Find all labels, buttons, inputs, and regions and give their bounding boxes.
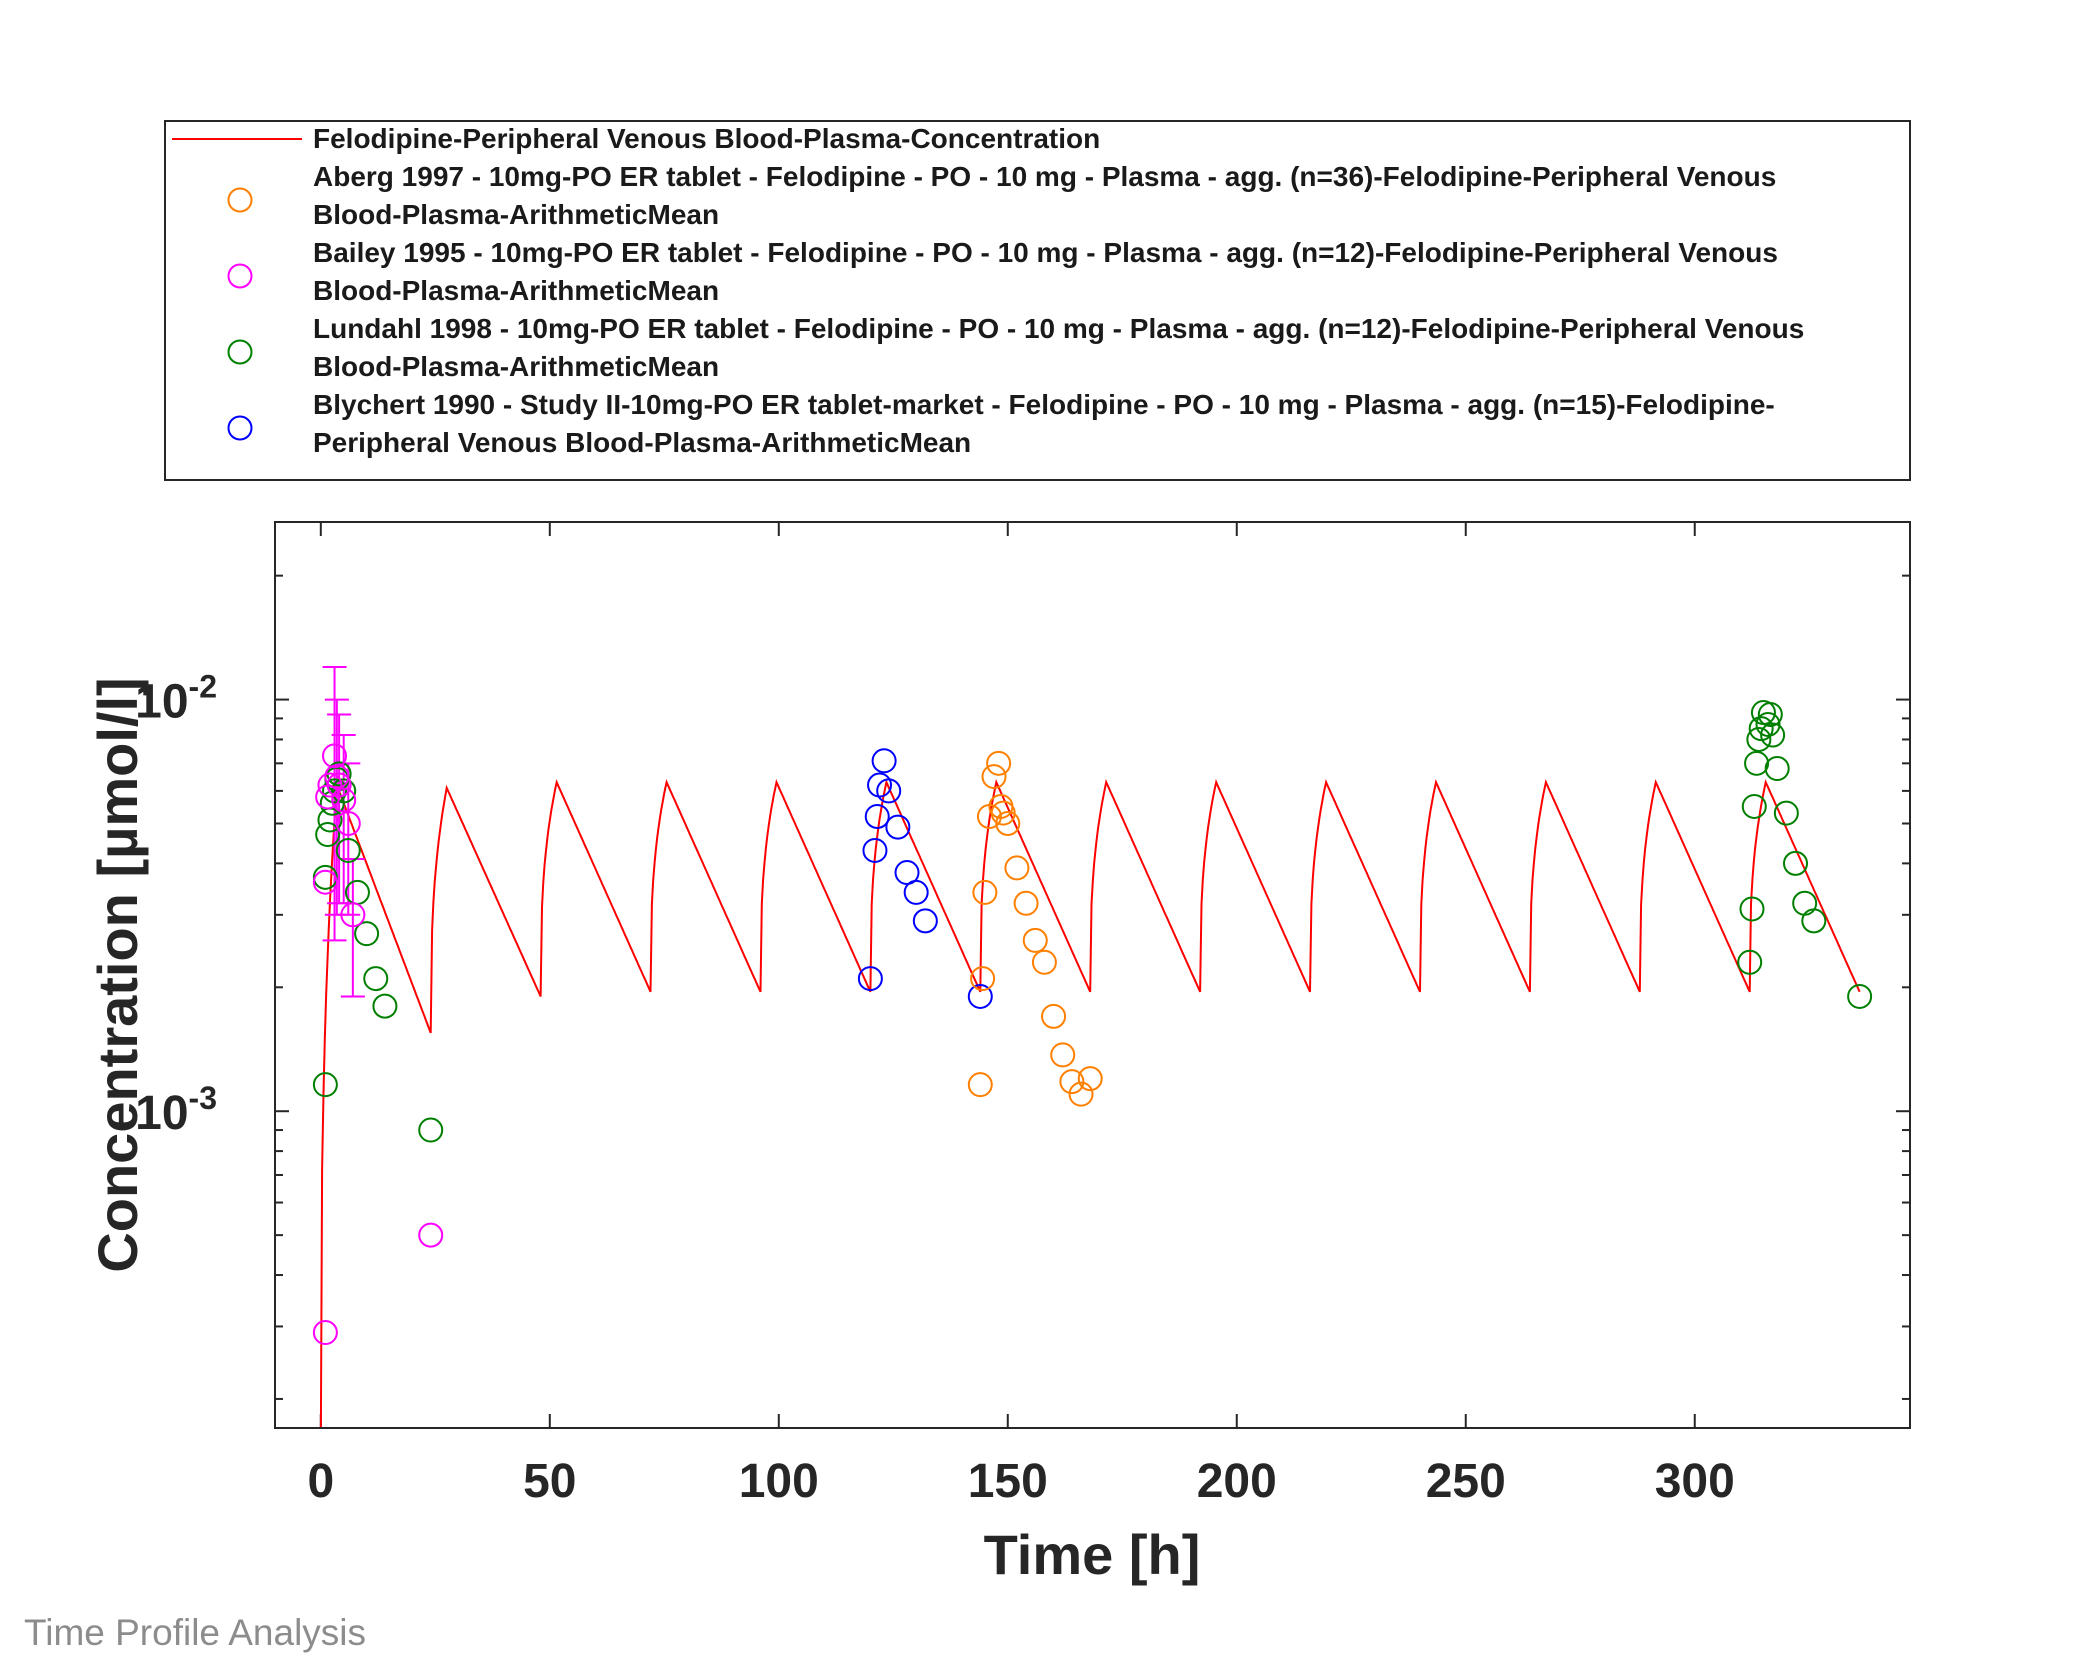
simulation-line — [319, 778, 1861, 1427]
legend-label-lundahl: Lundahl 1998 - 10mg-PO ER tablet - Felod… — [313, 313, 1804, 344]
aberg-data-point — [1041, 1003, 1067, 1029]
bailey-data-point — [317, 772, 343, 798]
blychert-data-point — [912, 908, 938, 934]
bailey-data-point — [331, 787, 357, 813]
legend: Felodipine-Peripheral Venous Blood-Plasm… — [164, 120, 1911, 481]
legend-label-blychert: Blychert 1990 - Study II-10mg-PO ER tabl… — [313, 389, 1775, 420]
lundahl-data-point — [1757, 701, 1783, 727]
blychert-data-point — [885, 814, 911, 840]
aberg-data-point — [995, 810, 1021, 836]
legend-marker-bailey — [227, 263, 253, 289]
bailey-data-point — [312, 1320, 338, 1346]
footer-label: Time Profile Analysis — [24, 1612, 367, 1653]
y-tick-label: 10-3 — [135, 1080, 217, 1140]
legend-marker-blychert — [227, 415, 253, 441]
lundahl-data-point — [1783, 850, 1809, 876]
lundahl-data-point — [1739, 896, 1765, 922]
x-tick-label: 200 — [1197, 1455, 1277, 1508]
lundahl-data-point — [1748, 716, 1774, 742]
lundahl-data-point — [1760, 722, 1786, 748]
aberg-data-point — [1068, 1081, 1094, 1107]
lundahl-data-point — [363, 966, 389, 992]
x-tick-label: 100 — [739, 1455, 819, 1508]
lundahl-data-point — [335, 837, 361, 863]
lundahl-data-point — [1744, 750, 1770, 776]
lundahl-data-point — [322, 778, 348, 804]
x-tick-label: 50 — [523, 1455, 576, 1508]
x-tick-label: 250 — [1426, 1455, 1506, 1508]
aberg-data-point — [990, 800, 1016, 826]
bailey-data-point — [335, 810, 361, 836]
aberg-data-point — [967, 1072, 993, 1098]
lundahl-data-point — [1764, 756, 1790, 782]
bailey-data-point — [322, 743, 348, 769]
blychert-data-point — [864, 803, 890, 829]
legend-box — [164, 120, 1911, 481]
blychert-data-point — [857, 966, 883, 992]
blychert-data-point — [876, 778, 902, 804]
blychert-data-point — [871, 748, 897, 774]
legend-marker-lundahl — [227, 339, 253, 365]
legend-label-aberg: Blood-Plasma-ArithmeticMean — [313, 199, 719, 230]
aberg-data-point — [972, 879, 998, 905]
aberg-data-point — [970, 966, 996, 992]
aberg-data-point — [1004, 855, 1030, 881]
lundahl-data-point — [1755, 711, 1781, 737]
blychert-data-point — [967, 983, 993, 1009]
x-tick-label: 0 — [307, 1455, 334, 1508]
plot-area — [274, 521, 1911, 1429]
lundahl-data-point — [1801, 908, 1827, 934]
aberg-data-point — [981, 764, 1007, 790]
lundahl-data-point — [1746, 726, 1772, 752]
y-axis-title: Concentration [µmol/l] — [86, 677, 149, 1272]
lundahl-data-point — [372, 993, 398, 1019]
aberg-data-point — [1059, 1069, 1085, 1095]
bailey-data-point — [326, 772, 352, 798]
lundahl-data-point — [312, 1072, 338, 1098]
lundahl-data-point — [331, 778, 357, 804]
lundahl-data-point — [315, 822, 341, 848]
aberg-data-point — [1031, 949, 1057, 975]
lundahl-data-point — [354, 921, 380, 947]
aberg-data-point — [1050, 1042, 1076, 1068]
x-tick-label: 300 — [1655, 1455, 1735, 1508]
aberg-data-point — [1013, 890, 1039, 916]
aberg-data-point — [986, 750, 1012, 776]
y-tick-label: 10-2 — [135, 669, 217, 729]
bailey-data-point — [312, 869, 338, 895]
lundahl-data-point — [1741, 793, 1767, 819]
bailey-data-point — [340, 902, 366, 928]
legend-marker-aberg — [227, 187, 253, 213]
aberg-data-point — [1077, 1066, 1103, 1092]
lundahl-data-point — [1737, 949, 1763, 975]
legend-label-blychert: Peripheral Venous Blood-Plasma-Arithmeti… — [313, 427, 971, 458]
aberg-data-point — [1022, 927, 1048, 953]
lundahl-data-point — [1773, 800, 1799, 826]
legend-label-bailey: Blood-Plasma-ArithmeticMean — [313, 275, 719, 306]
legend-label-lundahl: Blood-Plasma-ArithmeticMean — [313, 351, 719, 382]
legend-label-bailey: Bailey 1995 - 10mg-PO ER tablet - Felodi… — [313, 237, 1778, 268]
x-axis-title: Time [h] — [984, 1523, 1201, 1586]
x-tick-label: 150 — [968, 1455, 1048, 1508]
lundahl-data-point — [1847, 983, 1873, 1009]
blychert-data-point — [903, 879, 929, 905]
blychert-data-point — [862, 837, 888, 863]
plot-axes: 0 50 100 150 200 250 300 10-2 10-3 — [135, 521, 1911, 1508]
bailey-data-point — [418, 1222, 444, 1248]
legend-label-aberg: Aberg 1997 - 10mg-PO ER tablet - Felodip… — [313, 161, 1776, 192]
lundahl-data-point — [418, 1117, 444, 1143]
legend-label-simulation: Felodipine-Peripheral Venous Blood-Plasm… — [313, 123, 1100, 154]
